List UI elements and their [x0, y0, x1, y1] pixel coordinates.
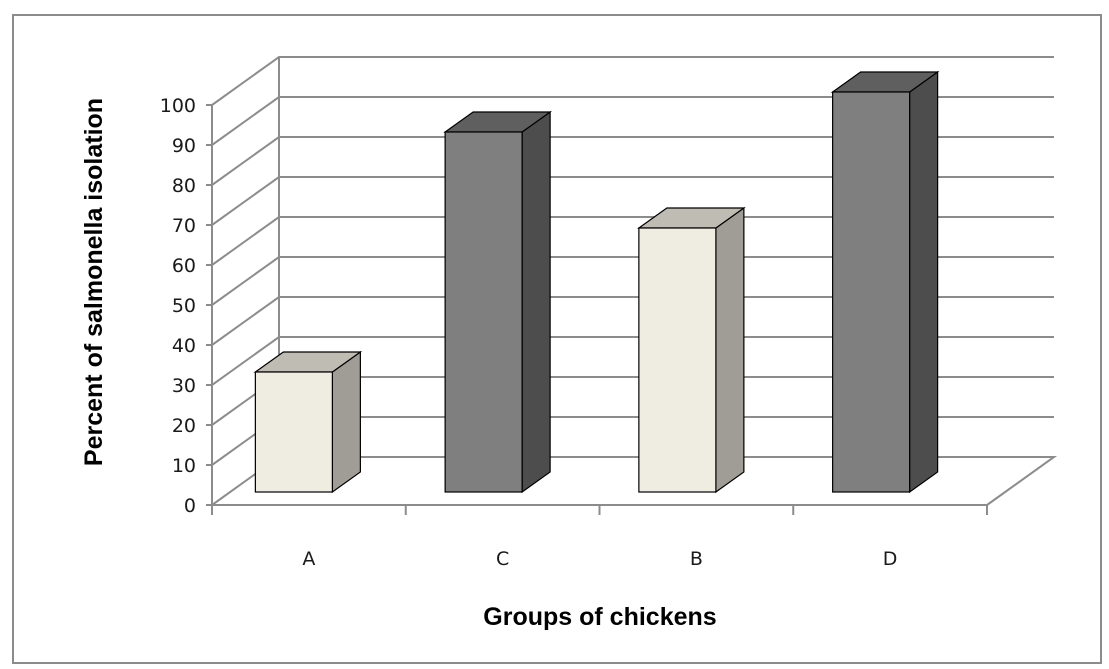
y-tick-label: 60 — [172, 255, 196, 277]
gridline — [211, 56, 1054, 106]
gridline — [211, 256, 1054, 306]
bar-front — [444, 131, 523, 493]
y-tick-label: 10 — [172, 455, 196, 477]
y-tick-label: 100 — [160, 95, 196, 117]
bar-side — [909, 70, 939, 494]
x-tick-label: B — [690, 548, 703, 570]
bar-B — [637, 206, 746, 494]
gridlines — [211, 56, 1054, 466]
y-tick-label: 40 — [172, 335, 196, 357]
bar-side — [715, 206, 745, 494]
y-tick-label: 50 — [172, 295, 196, 317]
bar-front — [638, 227, 717, 493]
y-tick-label: 20 — [172, 415, 196, 437]
bar-front — [832, 91, 911, 493]
y-tick-label: 0 — [184, 495, 196, 517]
axes — [206, 104, 988, 515]
bar-side — [521, 110, 551, 494]
gridline — [211, 176, 1054, 226]
gridline — [211, 96, 1054, 146]
y-tick-label: 70 — [172, 215, 196, 237]
bar-side — [331, 350, 361, 494]
y-tick-label: 90 — [172, 135, 196, 157]
y-tick-label: 30 — [172, 375, 196, 397]
gridline — [211, 296, 1054, 346]
gridline — [211, 136, 1054, 186]
bar-D — [830, 70, 940, 494]
x-tick-label: D — [883, 548, 898, 570]
x-axis-title: Groups of chickens — [483, 603, 716, 631]
y-axis-title: Percent of salmonella isolation — [80, 98, 108, 466]
bar-C — [443, 110, 552, 494]
x-tick-label: A — [302, 548, 315, 570]
bar-A — [253, 350, 363, 494]
gridline — [211, 336, 1054, 386]
bars — [253, 70, 940, 494]
y-tick-label: 80 — [172, 175, 196, 197]
gridline — [211, 216, 1054, 266]
x-tick-label: C — [496, 548, 509, 570]
y-tick-labels: 0 10 20 30 40 50 60 70 80 90 100 — [160, 95, 196, 517]
bar-front — [254, 371, 333, 493]
